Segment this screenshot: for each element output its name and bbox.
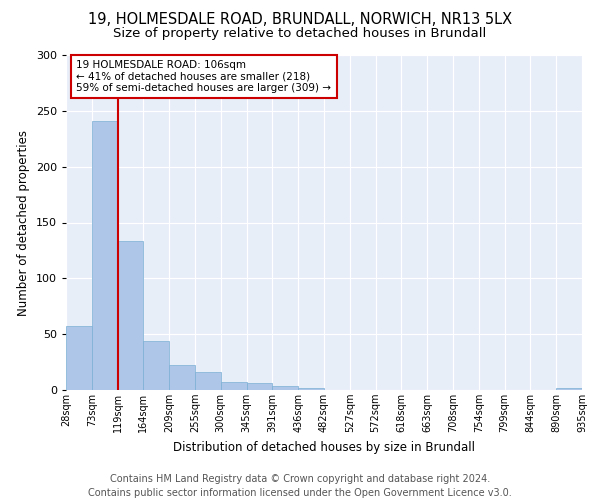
Bar xyxy=(298,388,324,390)
Bar xyxy=(272,386,298,390)
Bar xyxy=(92,121,118,390)
Y-axis label: Number of detached properties: Number of detached properties xyxy=(17,130,30,316)
Bar xyxy=(118,242,143,390)
Text: 19, HOLMESDALE ROAD, BRUNDALL, NORWICH, NR13 5LX: 19, HOLMESDALE ROAD, BRUNDALL, NORWICH, … xyxy=(88,12,512,28)
Bar xyxy=(247,384,272,390)
Bar xyxy=(221,382,247,390)
Bar xyxy=(143,341,169,390)
X-axis label: Distribution of detached houses by size in Brundall: Distribution of detached houses by size … xyxy=(173,440,475,454)
Text: Size of property relative to detached houses in Brundall: Size of property relative to detached ho… xyxy=(113,28,487,40)
Bar xyxy=(195,372,221,390)
Bar xyxy=(556,388,582,390)
Bar xyxy=(169,366,195,390)
Text: 19 HOLMESDALE ROAD: 106sqm
← 41% of detached houses are smaller (218)
59% of sem: 19 HOLMESDALE ROAD: 106sqm ← 41% of deta… xyxy=(76,60,331,93)
Bar xyxy=(66,326,92,390)
Text: Contains HM Land Registry data © Crown copyright and database right 2024.
Contai: Contains HM Land Registry data © Crown c… xyxy=(88,474,512,498)
